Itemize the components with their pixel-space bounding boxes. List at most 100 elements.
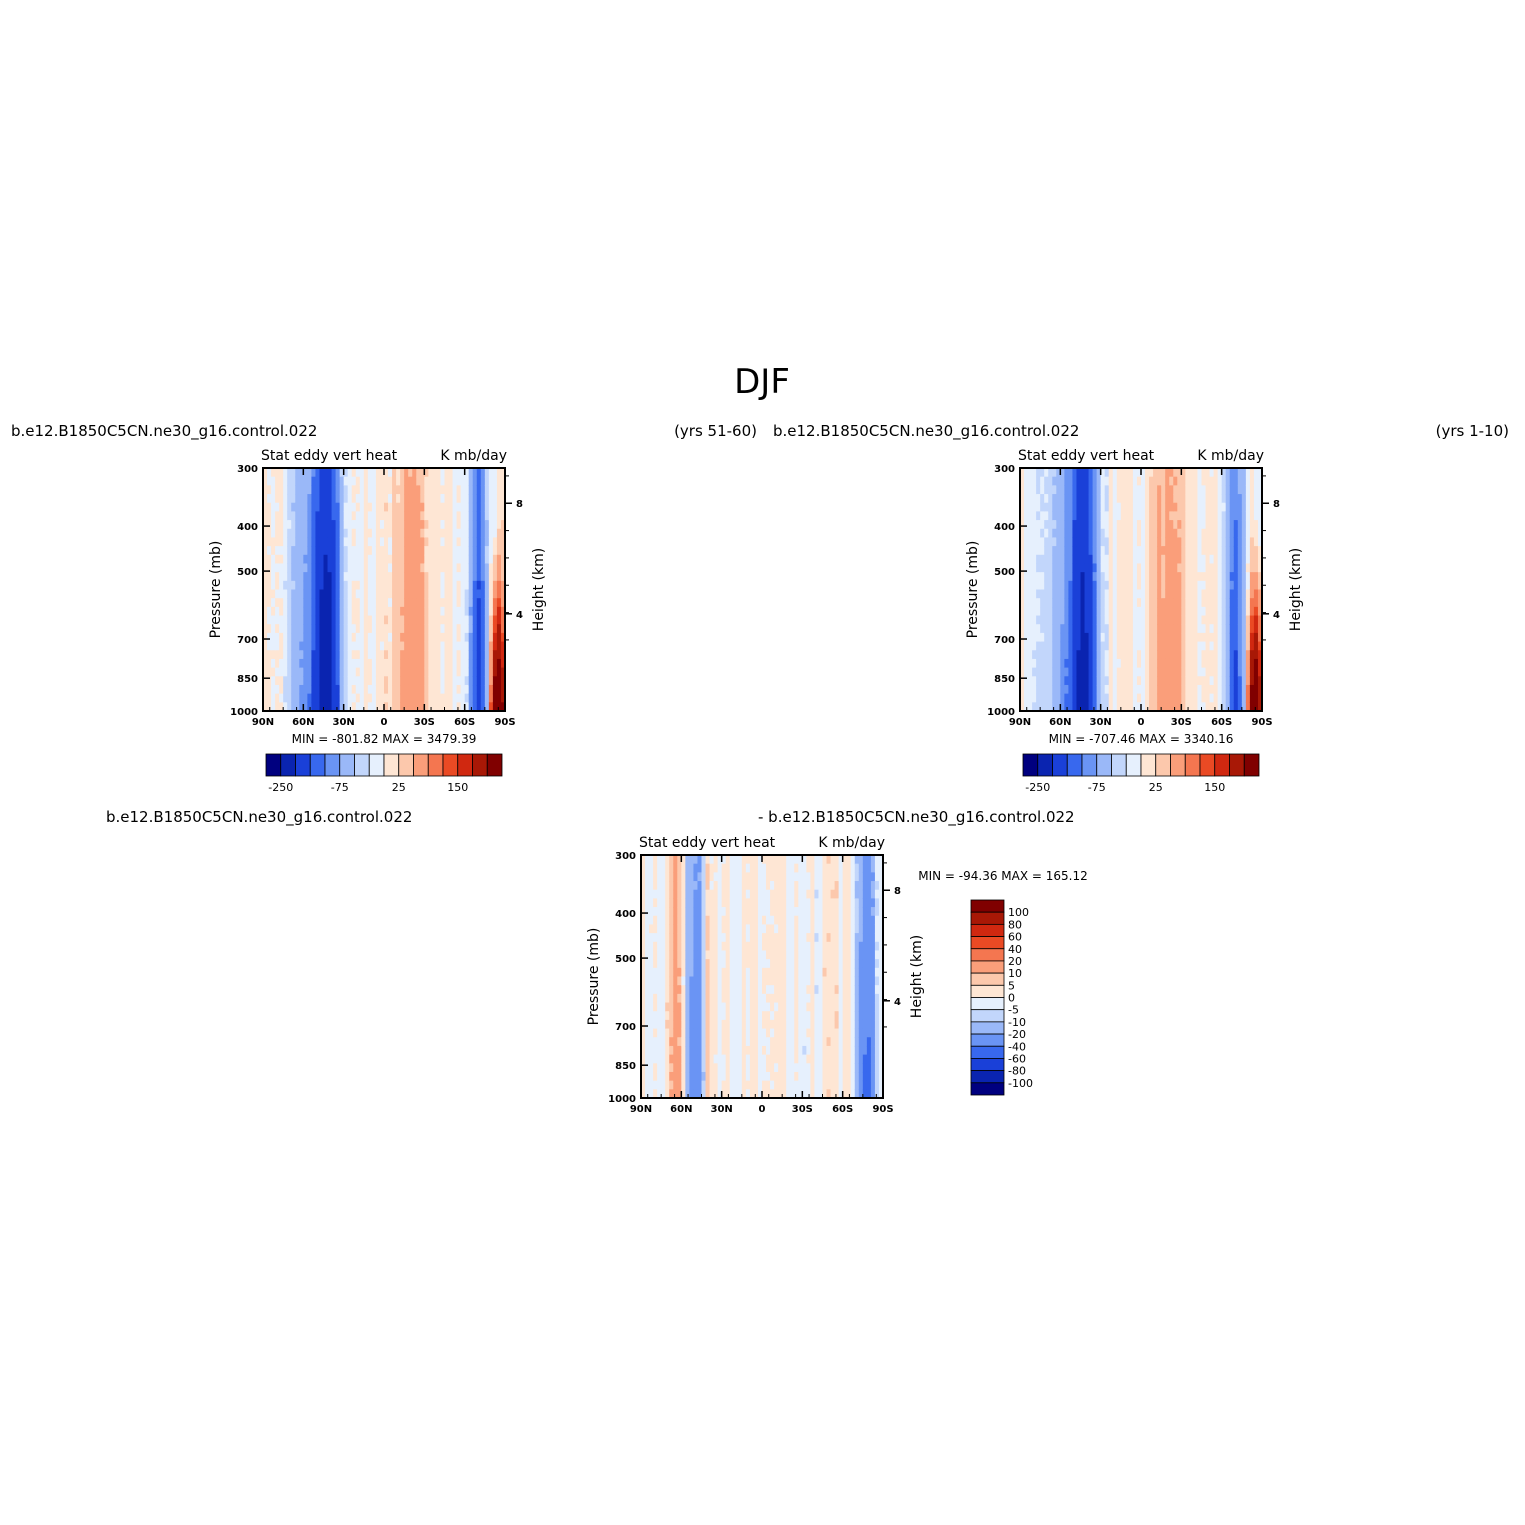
contour-cell bbox=[428, 676, 433, 686]
contour-cell bbox=[1225, 606, 1231, 617]
contour-cell bbox=[741, 1054, 747, 1064]
contour-cell bbox=[1193, 511, 1199, 521]
contour-cell bbox=[846, 1037, 852, 1047]
contour-cell bbox=[1052, 476, 1057, 486]
contour-cell bbox=[311, 615, 317, 625]
contour-cell bbox=[1076, 693, 1082, 703]
contour-cell bbox=[363, 589, 369, 599]
contour-cell bbox=[1028, 615, 1033, 625]
contour-cell bbox=[1233, 702, 1239, 712]
contour-cell bbox=[1197, 658, 1203, 669]
contour-cell bbox=[303, 624, 308, 634]
contour-cell bbox=[794, 889, 799, 899]
contour-cell bbox=[1141, 606, 1146, 617]
contour-cell bbox=[460, 537, 466, 547]
contour-cell bbox=[1153, 494, 1158, 504]
contour-cell bbox=[359, 598, 365, 608]
contour-cell bbox=[1249, 563, 1255, 573]
contour-cell bbox=[1044, 667, 1049, 677]
contour-cell bbox=[1088, 598, 1094, 608]
contour-cell bbox=[347, 572, 353, 582]
contour-cell bbox=[416, 528, 421, 539]
contour-cell bbox=[1189, 528, 1195, 539]
contour-cell bbox=[1120, 684, 1126, 695]
contour-cell bbox=[1237, 511, 1243, 521]
contour-cell bbox=[749, 1054, 755, 1064]
contour-cell bbox=[1169, 468, 1174, 478]
contour-cell bbox=[673, 1071, 678, 1082]
contour-cell bbox=[331, 598, 337, 608]
contour-cell bbox=[645, 967, 650, 978]
contour-cell bbox=[669, 993, 674, 1004]
contour-cell bbox=[351, 606, 357, 617]
contour-cell bbox=[384, 667, 389, 677]
contour-cell bbox=[1032, 546, 1037, 556]
contour-cell bbox=[1092, 502, 1098, 512]
contour-cell bbox=[1100, 502, 1106, 512]
contour-cell bbox=[291, 684, 296, 695]
contour-cell bbox=[271, 572, 276, 582]
contour-cell bbox=[733, 1028, 739, 1038]
contour-cell bbox=[444, 563, 450, 573]
contour-cell bbox=[416, 632, 421, 643]
colorbar-box bbox=[427, 753, 444, 777]
contour-cell bbox=[1233, 485, 1239, 495]
contour-cell bbox=[701, 941, 707, 952]
contour-cell bbox=[379, 658, 385, 669]
contour-cell bbox=[311, 667, 317, 677]
contour-cell bbox=[379, 615, 385, 625]
contour-cell bbox=[339, 589, 345, 599]
contour-cell bbox=[1128, 494, 1134, 504]
contour-cell bbox=[842, 985, 848, 995]
contour-cell bbox=[267, 650, 272, 660]
contour-cell bbox=[729, 993, 735, 1004]
contour-cell bbox=[468, 684, 474, 695]
contour-cell bbox=[1253, 554, 1259, 565]
contour-cell bbox=[1060, 650, 1065, 660]
contour-cell bbox=[1213, 606, 1219, 617]
contour-cell bbox=[1177, 485, 1182, 495]
contour-cell bbox=[798, 889, 803, 899]
contour-cell bbox=[500, 641, 506, 651]
contour-cell bbox=[641, 933, 646, 943]
contour-cell bbox=[287, 476, 292, 486]
contour-cell bbox=[1056, 624, 1061, 634]
contour-cell bbox=[303, 494, 308, 504]
contour-cell bbox=[834, 1011, 840, 1021]
contour-cell bbox=[1149, 511, 1154, 521]
contour-cell bbox=[757, 1063, 763, 1073]
contour-cell bbox=[1028, 702, 1033, 712]
contour-cell bbox=[1080, 598, 1086, 608]
contour-cell bbox=[1136, 572, 1142, 582]
contour-cell bbox=[806, 1045, 811, 1056]
contour-cell bbox=[315, 572, 321, 582]
contour-cell bbox=[1076, 684, 1082, 695]
contour-cell bbox=[1120, 658, 1126, 669]
contour-cell bbox=[1161, 702, 1166, 712]
contour-cell bbox=[713, 863, 719, 873]
contour-cell bbox=[283, 684, 288, 695]
contour-cell bbox=[492, 494, 498, 504]
contour-cell bbox=[1120, 580, 1126, 591]
contour-cell bbox=[1257, 624, 1263, 634]
contour-cell bbox=[375, 520, 381, 530]
contour-cell bbox=[806, 1002, 811, 1012]
contour-cell bbox=[661, 985, 666, 995]
contour-cell bbox=[1132, 658, 1138, 669]
contour-cell bbox=[1181, 485, 1186, 495]
contour-cell bbox=[319, 615, 325, 625]
contour-cell bbox=[279, 563, 284, 573]
contour-cell bbox=[1088, 641, 1094, 651]
contour-cell bbox=[689, 985, 695, 995]
contour-cell bbox=[323, 494, 329, 504]
contour-cell bbox=[363, 641, 369, 651]
contour-cell bbox=[384, 684, 389, 695]
contour-cell bbox=[1048, 658, 1053, 669]
contour-cell bbox=[665, 881, 670, 891]
contour-cell bbox=[770, 1011, 775, 1021]
contour-cell bbox=[396, 598, 401, 608]
contour-cell bbox=[448, 563, 454, 573]
contour-cell bbox=[1185, 476, 1190, 486]
contour-cell bbox=[1193, 615, 1199, 625]
contour-cell bbox=[685, 889, 690, 899]
